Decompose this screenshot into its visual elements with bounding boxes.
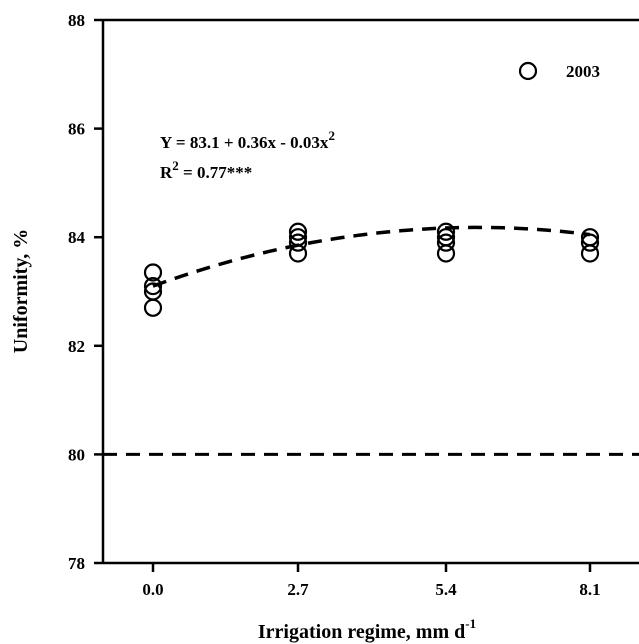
legend-label: 2003 [566, 62, 600, 81]
data-point [288, 233, 308, 252]
data-point [436, 244, 456, 263]
fit-equation-sup: 2 [328, 128, 335, 143]
r-squared-sup: 2 [172, 158, 179, 173]
data-point [580, 244, 600, 263]
data-point [288, 244, 308, 263]
data-point [436, 233, 456, 252]
data-point [580, 233, 600, 252]
legend: 2003 [518, 61, 600, 81]
y-tick-label: 80 [68, 445, 85, 464]
x-tick-label: 8.1 [579, 580, 600, 599]
y-axis-title: Uniformity, % [10, 229, 32, 353]
y-tick-label: 84 [68, 228, 86, 247]
y-ticks: 78 80 82 84 86 88 [68, 11, 103, 573]
r-squared-rest: = 0.77*** [179, 163, 252, 182]
data-point [143, 276, 163, 296]
fit-equation-main: Y = 83.1 + 0.36x - 0.03x [160, 133, 329, 152]
x-ticks: 0.0 2.7 5.4 8.1 [142, 563, 601, 599]
x-axis-title: Irrigation regime, mm d-1 [258, 616, 476, 643]
r-squared: R2 = 0.77*** [160, 158, 252, 182]
y-tick-label: 88 [68, 11, 85, 30]
x-tick-label: 0.0 [142, 580, 163, 599]
y-tick-label: 86 [68, 120, 85, 139]
x-axis-title-sup: -1 [465, 616, 476, 631]
data-points [143, 222, 600, 317]
r-squared-main: R [160, 163, 173, 182]
y-tick-label: 82 [68, 337, 85, 356]
legend-marker-open-circle [518, 61, 538, 81]
fit-curve [152, 225, 591, 288]
data-point [143, 298, 163, 317]
y-tick-label: 78 [68, 554, 85, 573]
x-tick-label: 2.7 [287, 580, 309, 599]
data-point [143, 263, 163, 282]
x-tick-label: 5.4 [435, 580, 457, 599]
axes [101, 18, 639, 565]
data-point [436, 222, 456, 241]
fit-equation: Y = 83.1 + 0.36x - 0.03x2 [160, 128, 335, 152]
data-point [288, 222, 308, 241]
x-axis-title-main: Irrigation regime, mm d [258, 621, 465, 643]
